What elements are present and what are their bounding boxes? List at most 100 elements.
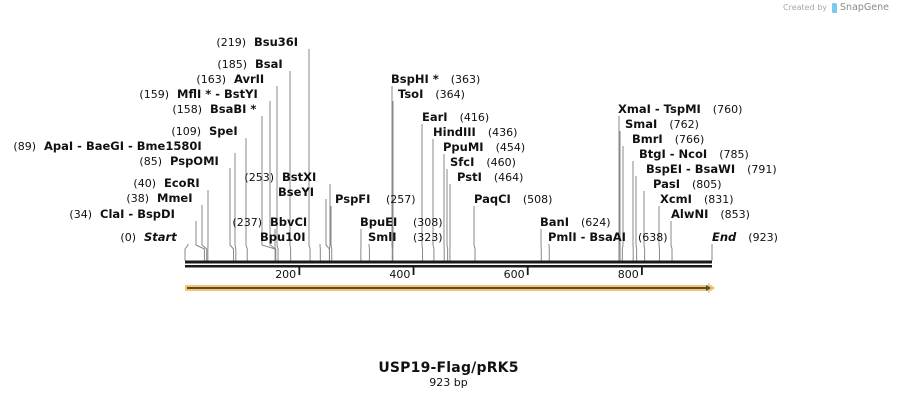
site-name: End xyxy=(712,230,737,244)
leader-line xyxy=(330,206,333,261)
site-name: PpuMI xyxy=(443,140,484,154)
site-pasi[interactable]: PasI (805) xyxy=(653,177,722,191)
site-position: (40) xyxy=(133,177,156,190)
feature-arrow-head-icon xyxy=(708,283,715,293)
site-name: PmlI - BsaAI xyxy=(548,230,626,244)
site-smai[interactable]: SmaI (762) xyxy=(625,117,699,131)
backbone-top-strand xyxy=(185,260,712,264)
site-bani[interactable]: BanI (624) xyxy=(540,215,611,229)
ruler-tick-label: 200 xyxy=(275,268,296,281)
site-name: Start xyxy=(144,230,177,244)
site-bbvci[interactable]: (237) BbvCI xyxy=(232,215,307,229)
site-bstxi[interactable]: (253) BstXI xyxy=(244,170,316,184)
site-xcmi[interactable]: XcmI (831) xyxy=(660,192,734,206)
site-hindiii[interactable]: HindIII (436) xyxy=(433,125,517,139)
site-name: MmeI xyxy=(157,191,193,205)
leader-line xyxy=(473,206,476,261)
site-eari[interactable]: EarI (416) xyxy=(422,110,489,124)
site-name: EcoRI xyxy=(164,176,200,190)
site-bsabi[interactable]: (158) BsaBI * xyxy=(172,102,256,116)
site-avrii[interactable]: (163) AvrII xyxy=(196,72,264,86)
site-bsai[interactable]: (185) BsaI xyxy=(217,57,282,71)
site-name: SmaI xyxy=(625,117,657,131)
site-name: BsaBI * xyxy=(210,102,256,116)
site-name: HindIII xyxy=(433,125,476,139)
backbone-bottom-strand xyxy=(185,265,712,268)
site-name: SmlI xyxy=(368,230,397,244)
site-bpu10i[interactable]: Bpu10I xyxy=(260,230,305,244)
site-position: (308) xyxy=(413,216,443,229)
site-psti[interactable]: PstI (464) xyxy=(457,170,523,184)
site-sfci[interactable]: SfcI (460) xyxy=(450,155,516,169)
leader-line xyxy=(201,205,208,261)
leader-line xyxy=(195,221,205,261)
site-spei[interactable]: (109) SpeI xyxy=(171,124,237,138)
leader-line xyxy=(229,168,235,261)
site-alwni[interactable]: AlwNI (853) xyxy=(671,207,750,221)
site-xmai-tspmi[interactable]: XmaI - TspMI (760) xyxy=(618,102,742,116)
site-tsoi[interactable]: TsoI (364) xyxy=(398,87,465,101)
leader-line xyxy=(289,71,292,261)
site-pspomi[interactable]: (85) PspOMI xyxy=(139,154,218,168)
site-clai-bspdi[interactable]: (34) ClaI - BspDI xyxy=(69,207,174,221)
credit-brand: SnapGene xyxy=(840,2,889,13)
leader-line xyxy=(245,138,248,261)
site-position: (85) xyxy=(139,155,162,168)
leader-line xyxy=(621,146,624,261)
site-start[interactable]: (0) Start xyxy=(120,230,177,244)
site-bspei-bsawi[interactable]: BspEI - BsaWI (791) xyxy=(646,162,777,176)
site-name: AlwNI xyxy=(671,207,708,221)
site-position: (785) xyxy=(719,148,749,161)
site-position: (0) xyxy=(120,231,136,244)
site-bpuei[interactable]: BpuEI xyxy=(360,215,397,229)
site-position: (638) xyxy=(638,231,668,244)
site-name: BspEI - BsaWI xyxy=(646,162,735,176)
map-title-block: USP19-Flag/pRK5 923 bp xyxy=(0,360,897,389)
site-position: (454) xyxy=(496,141,526,154)
site-bsu36i[interactable]: (219) Bsu36I xyxy=(216,35,298,49)
site-position: (38) xyxy=(126,192,149,205)
site-position: (805) xyxy=(692,178,722,191)
site-smli[interactable]: SmlI xyxy=(368,230,397,244)
leader-line xyxy=(432,139,435,261)
site-position: (766) xyxy=(675,133,705,146)
site-pmli-bsaai[interactable]: PmlI - BsaAI (638) xyxy=(548,230,668,244)
leader-line xyxy=(308,49,311,261)
site-bmri[interactable]: BmrI (766) xyxy=(632,132,704,146)
site-position: (237) xyxy=(232,216,262,229)
site-position: (436) xyxy=(488,126,518,139)
site-position: (109) xyxy=(171,125,201,138)
site-ecori[interactable]: (40) EcoRI xyxy=(133,176,199,190)
site-ppumi[interactable]: PpuMI (454) xyxy=(443,140,525,154)
site-bseyi[interactable]: BseYI xyxy=(278,185,314,199)
site-name: TsoI xyxy=(398,87,423,101)
ruler-tick xyxy=(641,267,643,275)
sequence-length: 923 bp xyxy=(429,376,468,389)
leader-line xyxy=(269,101,277,261)
site-end[interactable]: End (923) xyxy=(712,230,778,244)
ruler: 200 400 600 800 xyxy=(275,267,643,281)
snapgene-logo-icon xyxy=(832,2,838,13)
site-position: (163) xyxy=(196,73,226,86)
site-name: PspOMI xyxy=(170,154,219,168)
leader-line xyxy=(635,176,638,261)
site-mmei[interactable]: (38) MmeI xyxy=(126,191,192,205)
site-bsphi[interactable]: BspHI * (363) xyxy=(391,72,480,86)
ruler-tick xyxy=(526,267,529,275)
site-apai-baegi-bme1580i[interactable]: (89) ApaI - BaeGI - Bme1580I xyxy=(13,139,201,153)
feature-arrow-tip-icon xyxy=(706,285,711,291)
site-paqci[interactable]: PaqCI (508) xyxy=(474,192,552,206)
site-name: ClaI - BspDI xyxy=(100,207,175,221)
site-position: (257) xyxy=(386,193,416,206)
site-pspfi[interactable]: PspFI xyxy=(335,192,370,206)
site-position: (831) xyxy=(704,193,734,206)
site-position: (624) xyxy=(581,216,611,229)
site-btgi-ncoi[interactable]: BtgI - NcoI (785) xyxy=(639,147,749,161)
feature-arrow[interactable] xyxy=(185,283,715,293)
site-name: BseYI xyxy=(278,185,314,199)
site-name: BmrI xyxy=(632,132,663,146)
site-position: (416) xyxy=(460,111,490,124)
site-mfli-bstyi[interactable]: (159) MflI * - BstYI xyxy=(139,87,257,101)
site-name: PstI xyxy=(457,170,482,184)
site-name: AvrII xyxy=(234,72,264,86)
